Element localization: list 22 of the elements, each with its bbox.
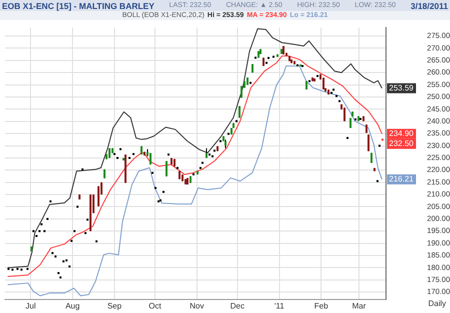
x-tick-label: Feb: [314, 301, 329, 310]
x-tick-label: Mar: [352, 301, 366, 310]
x-tick-label: Oct: [148, 301, 162, 310]
x-tick-label: Jul: [26, 301, 36, 310]
x-tick-label: Dec: [230, 301, 244, 310]
candlestick: [344, 107, 346, 122]
x-tick-label: Sep: [107, 301, 122, 310]
candlestick: [206, 148, 208, 158]
candlestick: [322, 77, 324, 90]
data-label: 253.59: [389, 83, 414, 92]
candlestick: [108, 148, 110, 158]
chart-title: EOB X1-ENC [15] - MALTING BARLEY: [2, 0, 154, 10]
text: 232.50: [389, 139, 414, 148]
data-label: 216.21: [389, 174, 414, 184]
x-tick-label: Nov: [190, 301, 204, 310]
x-tick-label: Aug: [65, 301, 80, 310]
text: Daily: [428, 299, 446, 308]
text: 3/18/2011: [410, 0, 448, 10]
data-label: 234.90: [389, 129, 414, 138]
x-tick-label: '11: [274, 301, 285, 310]
candlestick: [368, 134, 370, 152]
candlestick: [166, 160, 168, 177]
